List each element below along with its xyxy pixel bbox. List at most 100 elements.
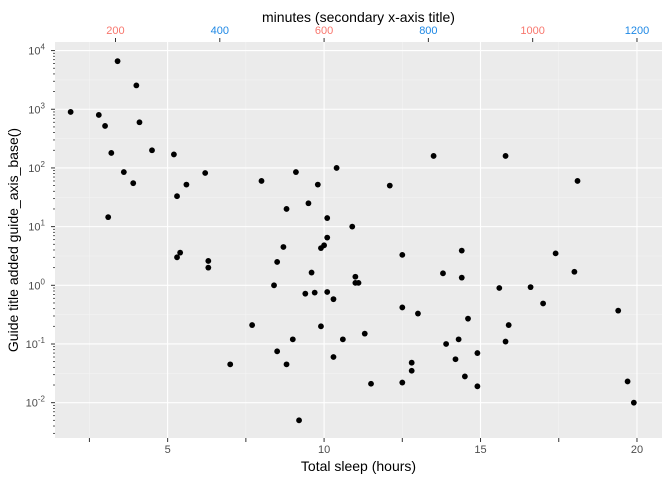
data-point [339,336,346,343]
data-point [408,367,415,374]
secondary-x-axis-title: minutes (secondary x-axis title) [262,9,455,25]
data-point [105,214,112,221]
x-tick-label: 10 [318,444,330,456]
secondary-x-tick-label: 600 [315,25,333,37]
data-point [349,223,356,230]
data-point [120,169,127,175]
minor-gridlines [55,42,662,438]
data-point [465,315,471,322]
data-point [458,247,465,254]
data-point [361,330,368,337]
data-point [461,373,468,380]
y-axis: 10-2 10-1 100 101 102 103 104 [26,43,55,434]
data-point [630,399,637,406]
data-point [149,147,155,154]
data-point [540,300,547,307]
data-point [330,296,337,303]
data-point [95,112,102,118]
data-point [415,310,421,317]
data-point [505,322,512,328]
y-axis-title: Guide title added guide_axis_base() [5,128,21,352]
data-point [102,123,108,129]
data-point [302,290,309,297]
y-tick-label: 100 [28,277,45,292]
data-point [305,200,312,207]
secondary-x-tick-label: 1200 [625,25,649,37]
data-point [274,348,281,355]
data-point [552,250,559,257]
x-tick-label: 5 [165,444,171,456]
data-point [170,151,177,158]
data-point [571,268,578,275]
data-point [408,359,415,366]
data-point [108,150,115,156]
data-point [67,109,74,115]
data-point [274,259,281,265]
data-point [289,336,296,343]
data-point [615,307,622,314]
data-point [133,82,140,89]
x-axis: 5 10 15 20 [88,438,643,456]
data-point [314,181,321,188]
x-axis-title: Total sleep (hours) [301,458,416,474]
secondary-x-tick-label: 800 [419,25,437,37]
data-point [440,270,446,277]
data-point [205,258,212,264]
data-point [452,356,459,363]
x-tick-label: 15 [474,444,486,456]
data-point [399,379,406,386]
data-point [114,58,121,65]
data-point [174,193,180,200]
data-point [399,251,406,258]
y-tick-label: 102 [28,160,45,175]
data-point [283,361,290,368]
data-point [318,323,324,330]
data-point [386,182,393,189]
data-point [458,274,465,281]
data-point [177,249,184,256]
data-point [527,284,534,291]
data-point [183,181,190,188]
y-tick-label: 101 [28,219,45,234]
data-point [311,289,318,296]
secondary-x-tick-label: 1000 [520,25,544,37]
data-point [474,383,481,390]
data-point [324,289,331,295]
data-point [624,378,631,385]
y-tick-label: 10-2 [26,395,46,410]
data-point [333,165,340,171]
data-point [227,361,234,368]
data-point [321,242,327,249]
data-point [355,279,362,286]
data-point [258,178,265,184]
data-point [324,234,331,241]
plot-panel [55,42,662,438]
data-point [280,244,287,250]
data-point [330,354,337,360]
data-point [296,417,302,424]
data-points [67,58,637,424]
data-point [308,269,315,276]
data-point [399,304,406,311]
data-point [174,254,180,261]
secondary-x-tick-label: 400 [211,25,229,37]
data-point [474,350,481,356]
data-point [496,285,503,291]
y-tick-label: 103 [28,101,45,116]
data-point [502,153,509,159]
data-point [430,153,437,159]
data-point [368,380,374,387]
data-point [130,180,137,187]
data-point [293,169,299,175]
x-tick-label: 20 [631,444,643,456]
data-point [202,170,209,176]
secondary-x-tick-label: 200 [106,25,124,37]
data-point [249,322,256,328]
secondary-x-axis: 200 400 600 800 1000 1200 [106,25,649,42]
data-point [136,119,143,126]
data-point [271,282,277,289]
data-point [574,178,581,184]
data-point [443,341,450,347]
y-tick-label: 104 [28,43,45,58]
